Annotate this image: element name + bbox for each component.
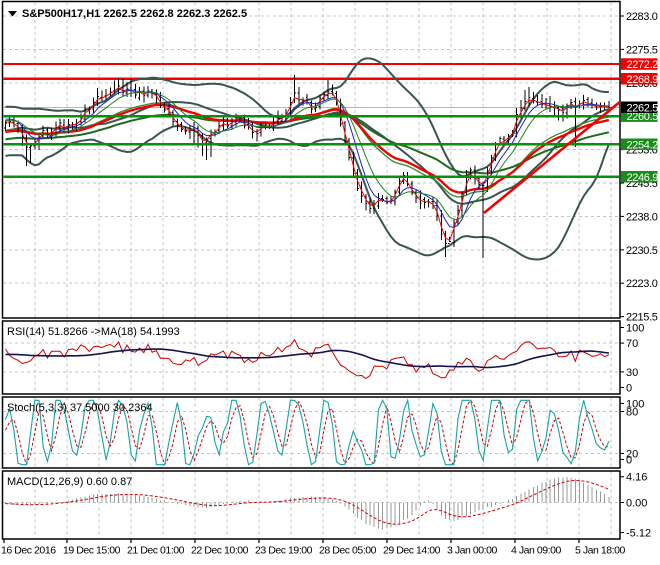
svg-text:2268.9: 2268.9 [627, 74, 659, 86]
svg-text:0: 0 [626, 455, 632, 467]
svg-text:2260.5: 2260.5 [627, 111, 659, 123]
svg-text:100: 100 [626, 323, 644, 335]
svg-text:3 Jan 00:00: 3 Jan 00:00 [447, 545, 498, 557]
svg-text:MACD(12,26,9) 0.60 0.87: MACD(12,26,9) 0.60 0.87 [7, 476, 132, 488]
svg-text:2275.5: 2275.5 [626, 44, 658, 56]
svg-text:Stoch(5,3,3) 37.5000 30.2364: Stoch(5,3,3) 37.5000 30.2364 [7, 402, 153, 414]
svg-text:2230.5: 2230.5 [626, 245, 658, 257]
svg-text:21 Dec 01:00: 21 Dec 01:00 [127, 545, 185, 557]
svg-text:30: 30 [626, 367, 638, 379]
svg-text:100: 100 [626, 399, 644, 411]
svg-text:RSI(14) 51.8266 ->MA(18) 54.1: RSI(14) 51.8266 ->MA(18) 54.1993 [7, 326, 180, 338]
svg-text:23 Dec 19:00: 23 Dec 19:00 [255, 545, 313, 557]
svg-text:70: 70 [626, 338, 638, 350]
svg-text:29 Dec 14:00: 29 Dec 14:00 [383, 545, 441, 557]
svg-text:19 Dec 15:00: 19 Dec 15:00 [63, 545, 121, 557]
svg-text:28 Dec 05:00: 28 Dec 05:00 [319, 545, 377, 557]
svg-text:22 Dec 10:00: 22 Dec 10:00 [191, 545, 249, 557]
svg-text:2246.9: 2246.9 [627, 172, 659, 184]
svg-text:S&P500H17,H1 2262.5 2262.8 22: S&P500H17,H1 2262.5 2262.8 2262.3 2262.5 [22, 8, 247, 20]
svg-text:2283.0: 2283.0 [626, 11, 658, 23]
svg-text:0: 0 [626, 383, 632, 395]
svg-text:80: 80 [626, 407, 638, 419]
svg-text:2272.2: 2272.2 [627, 59, 659, 71]
svg-text:4.16: 4.16 [626, 472, 647, 484]
svg-text:2215.5: 2215.5 [626, 312, 658, 324]
svg-text:2238.0: 2238.0 [626, 211, 658, 223]
svg-text:2262.5: 2262.5 [627, 102, 659, 114]
svg-text:5 Jan 18:00: 5 Jan 18:00 [575, 545, 626, 557]
svg-text:2223.0: 2223.0 [626, 278, 658, 290]
svg-text:20: 20 [626, 449, 638, 461]
svg-text:2254.2: 2254.2 [627, 139, 659, 151]
svg-text:4 Jan 09:00: 4 Jan 09:00 [511, 545, 562, 557]
svg-text:0.00: 0.00 [626, 498, 647, 510]
svg-text:16 Dec 2016: 16 Dec 2016 [1, 545, 56, 557]
svg-text:-5.12: -5.12 [626, 528, 651, 540]
